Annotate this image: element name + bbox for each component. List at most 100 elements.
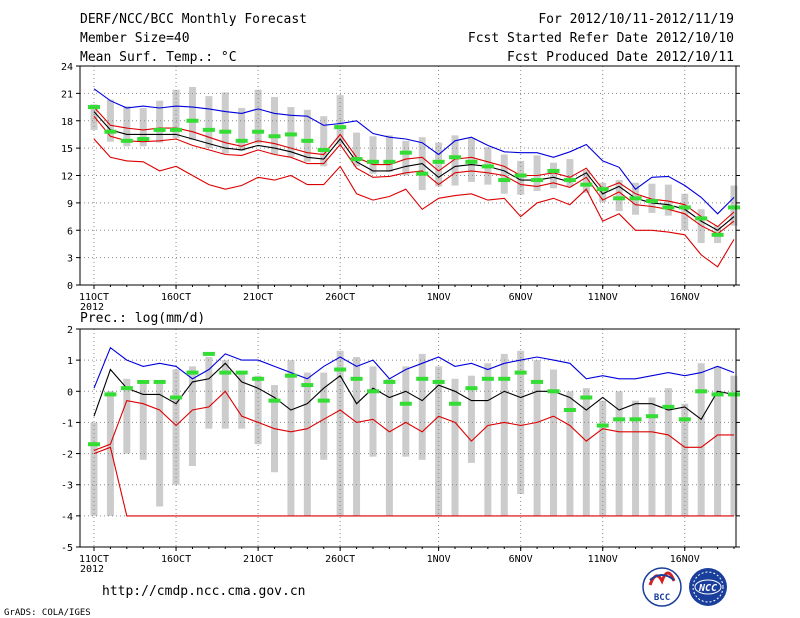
spread-bar-day-8 bbox=[205, 96, 213, 149]
spread-bar-day-30 bbox=[566, 391, 574, 516]
x-tick-label: 1NOV bbox=[427, 554, 451, 565]
median-marker-day-14 bbox=[301, 383, 314, 388]
spread-bar-day-15 bbox=[320, 116, 328, 167]
spread-bar-day-26 bbox=[500, 154, 508, 194]
spread-bar-day-35 bbox=[648, 397, 656, 516]
spread-bar-day-19 bbox=[385, 135, 393, 172]
source-url: http://cmdp.ncc.cma.gov.cn bbox=[102, 584, 306, 599]
y-tick-label: 2 bbox=[67, 325, 73, 336]
y-tick-label: 3 bbox=[67, 254, 73, 265]
median-marker-day-4 bbox=[137, 137, 150, 141]
spread-bar-day-30 bbox=[566, 159, 574, 187]
spread-bar-day-12 bbox=[271, 97, 279, 155]
x-tick-label: 11NOV bbox=[588, 554, 618, 565]
x-tick-label: 26OCT bbox=[325, 554, 355, 565]
median-marker-day-13 bbox=[284, 132, 297, 137]
median-marker-day-35 bbox=[645, 414, 658, 419]
spread-bar-day-22 bbox=[435, 142, 443, 187]
median-marker-day-31 bbox=[580, 395, 593, 400]
spread-bar-day-24 bbox=[467, 375, 475, 463]
x-tick-label: 11NOV bbox=[588, 292, 618, 303]
grads-credit: GrADS: COLA/IGES bbox=[4, 608, 91, 618]
y-tick-label: 24 bbox=[61, 62, 73, 73]
spread-bar-day-25 bbox=[484, 363, 492, 516]
y-tick-label: -5 bbox=[61, 543, 73, 554]
spread-bar-day-33 bbox=[615, 180, 623, 212]
median-marker-day-28 bbox=[531, 379, 544, 384]
variable-label: Mean Surf. Temp.: °C bbox=[80, 50, 237, 65]
series-line-lower bbox=[93, 115, 735, 235]
median-marker-day-21 bbox=[416, 376, 429, 381]
x-tick-label: 16NOV bbox=[670, 554, 700, 565]
median-marker-day-19 bbox=[383, 379, 396, 384]
y-tick-label: 0 bbox=[67, 281, 73, 292]
spread-bar-day-8 bbox=[205, 357, 213, 429]
fcst-produced-label: Fcst Produced Date 2012/10/11 bbox=[507, 50, 734, 65]
spread-bar-day-31 bbox=[582, 170, 590, 193]
spread-bar-day-18 bbox=[369, 136, 377, 174]
median-marker-day-31 bbox=[580, 182, 593, 187]
median-marker-day-6 bbox=[170, 127, 183, 132]
spread-bar-day-31 bbox=[582, 388, 590, 516]
median-marker-day-40 bbox=[728, 392, 740, 397]
median-marker-day-18 bbox=[366, 159, 379, 164]
median-marker-day-40 bbox=[728, 205, 740, 210]
forecast-period-label: For 2012/10/11-2012/11/19 bbox=[538, 12, 734, 27]
spread-bar-day-11 bbox=[254, 89, 262, 144]
median-marker-day-28 bbox=[531, 178, 544, 183]
spread-bar-day-29 bbox=[549, 162, 557, 189]
median-marker-day-15 bbox=[317, 398, 330, 403]
spread-bar-day-5 bbox=[156, 100, 164, 143]
median-marker-day-23 bbox=[449, 401, 462, 406]
spread-bar-day-36 bbox=[664, 388, 672, 516]
spread-bar-day-33 bbox=[615, 391, 623, 516]
median-marker-day-30 bbox=[563, 407, 576, 412]
spread-bar-day-28 bbox=[533, 360, 541, 516]
median-marker-day-18 bbox=[366, 389, 379, 394]
median-marker-day-34 bbox=[629, 417, 642, 422]
spread-bar-day-36 bbox=[664, 184, 672, 216]
y-tick-label: 12 bbox=[61, 172, 73, 183]
spread-bar-day-3 bbox=[123, 378, 131, 454]
median-marker-day-17 bbox=[350, 157, 363, 162]
x-tick-label: 21OCT bbox=[243, 554, 273, 565]
median-marker-day-1 bbox=[88, 442, 100, 447]
series-line-ensemble_mean bbox=[93, 111, 735, 231]
y-tick-label: 1 bbox=[67, 356, 73, 367]
median-marker-day-11 bbox=[252, 129, 265, 134]
median-marker-day-37 bbox=[678, 417, 691, 422]
series-line-min bbox=[93, 138, 735, 268]
spread-bar-day-2 bbox=[106, 391, 114, 516]
spread-bar-day-39 bbox=[714, 366, 722, 516]
spread-bar-day-2 bbox=[106, 99, 114, 142]
spread-bar-day-4 bbox=[139, 107, 147, 147]
series-line-lower bbox=[93, 390, 734, 452]
spread-bar-day-10 bbox=[238, 107, 246, 151]
median-marker-day-29 bbox=[547, 389, 560, 394]
x-tick-label: 16NOV bbox=[670, 292, 700, 303]
median-marker-day-23 bbox=[449, 155, 462, 160]
spread-bar-day-1 bbox=[90, 104, 98, 130]
spread-bar-day-32 bbox=[599, 182, 607, 202]
median-marker-day-9 bbox=[219, 370, 232, 375]
spread-bar-day-10 bbox=[238, 372, 246, 429]
spread-bar-day-21 bbox=[418, 353, 426, 460]
median-marker-day-33 bbox=[613, 417, 626, 422]
median-marker-day-10 bbox=[235, 370, 248, 375]
spread-bar-day-7 bbox=[188, 366, 196, 467]
series-line-max bbox=[93, 88, 735, 215]
spread-bar-day-17 bbox=[353, 357, 361, 516]
median-marker-day-2 bbox=[104, 129, 117, 134]
median-marker-day-24 bbox=[465, 386, 478, 391]
median-marker-day-35 bbox=[645, 199, 658, 204]
median-marker-day-32 bbox=[596, 187, 609, 192]
median-marker-day-16 bbox=[334, 367, 347, 372]
median-marker-day-13 bbox=[284, 373, 297, 378]
median-marker-day-22 bbox=[432, 379, 445, 384]
median-marker-day-36 bbox=[662, 404, 675, 409]
median-marker-day-4 bbox=[137, 379, 150, 384]
spread-bar-day-13 bbox=[287, 360, 295, 516]
x-tick-label: 11OCT bbox=[79, 554, 109, 565]
median-marker-day-1 bbox=[88, 105, 100, 110]
median-marker-day-33 bbox=[613, 196, 626, 201]
